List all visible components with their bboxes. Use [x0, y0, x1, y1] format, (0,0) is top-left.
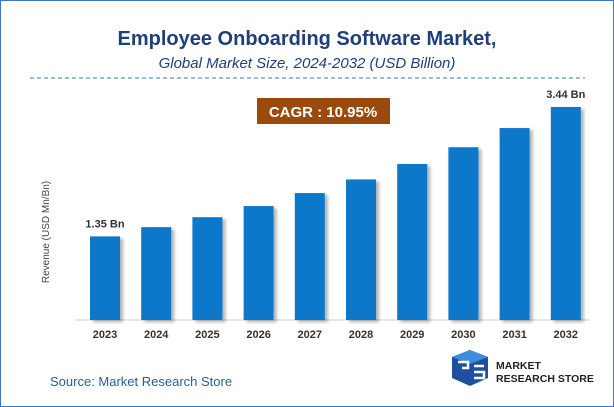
x-tick-2029: 2029	[400, 329, 424, 341]
cagr-box	[257, 98, 390, 124]
bar-2023	[90, 236, 120, 320]
bar-2031	[499, 128, 530, 320]
svg-text:MARKET: MARKET	[496, 360, 541, 372]
bar-2026	[243, 206, 274, 320]
x-tick-2028: 2028	[349, 329, 373, 341]
y-axis-label: Revenue (USD Mn/Bn)	[41, 181, 52, 283]
chart-title: Employee Onboarding Software Market,	[118, 28, 497, 50]
x-tick-2027: 2027	[298, 329, 322, 341]
cagr-label: CAGR : 10.95%	[269, 104, 377, 121]
x-tick-2025: 2025	[195, 329, 219, 341]
market-research-store-logo: MARKET RESEARCH STORE	[452, 350, 594, 386]
x-tick-2024: 2024	[144, 329, 169, 341]
bar-2027	[294, 193, 325, 320]
svg-text:RESEARCH STORE: RESEARCH STORE	[496, 373, 594, 385]
bar-2024	[141, 227, 172, 320]
bar-2025	[192, 217, 223, 320]
source-text: Source: Market Research Store	[50, 374, 232, 389]
bar-2032	[550, 107, 581, 320]
data-label-2032: 3.44 Bn	[546, 89, 585, 101]
x-tick-2031: 2031	[502, 329, 526, 341]
x-tick-2026: 2026	[246, 329, 270, 341]
chart-subtitle: Global Market Size, 2024-2032 (USD Billi…	[159, 55, 456, 72]
x-tick-2032: 2032	[554, 329, 578, 341]
x-tick-2023: 2023	[93, 329, 117, 341]
x-tick-2030: 2030	[451, 329, 475, 341]
bar-2030	[448, 147, 479, 320]
bar-2028	[346, 179, 376, 320]
bar-2029	[397, 163, 428, 320]
data-label-2023: 1.35 Bn	[85, 218, 124, 230]
